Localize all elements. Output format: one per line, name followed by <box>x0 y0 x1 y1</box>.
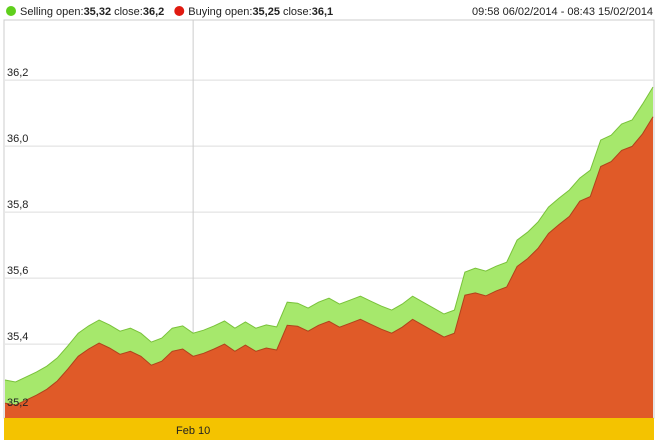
area-line <box>4 116 654 406</box>
y-tick-label: 36,0 <box>7 133 28 145</box>
legend-text: close: <box>283 6 312 18</box>
x-axis-band <box>4 418 654 440</box>
legend-text: 36,1 <box>312 6 333 18</box>
y-tick-label: 35,6 <box>7 265 28 277</box>
date-range: 09:58 06/02/2014 - 08:43 15/02/2014 <box>472 6 653 18</box>
legend-dot <box>6 6 16 16</box>
y-tick-label: 35,2 <box>7 397 28 409</box>
y-tick-label: 35,4 <box>7 331 28 343</box>
legend-text: open: <box>56 6 84 18</box>
legend-text: close: <box>114 6 143 18</box>
legend-text: Buying <box>188 6 222 18</box>
legend-text: Selling <box>20 6 53 18</box>
legend-text: 36,2 <box>143 6 164 18</box>
legend-dot <box>174 6 185 16</box>
legend-text: 35,25 <box>252 6 280 18</box>
y-tick-label: 35,8 <box>7 199 28 211</box>
area <box>5 116 653 418</box>
y-tick-label: 36,2 <box>7 67 28 79</box>
legend-entry: Buying open:35,25 close:36,1 <box>188 6 333 18</box>
x-tick-label: Feb 10 <box>176 425 210 437</box>
area-line <box>4 86 654 383</box>
legend-text: open: <box>225 6 253 18</box>
legend-text: 35,32 <box>84 6 112 18</box>
legend-entry: Selling open:35,32 close:36,2 <box>20 6 164 18</box>
